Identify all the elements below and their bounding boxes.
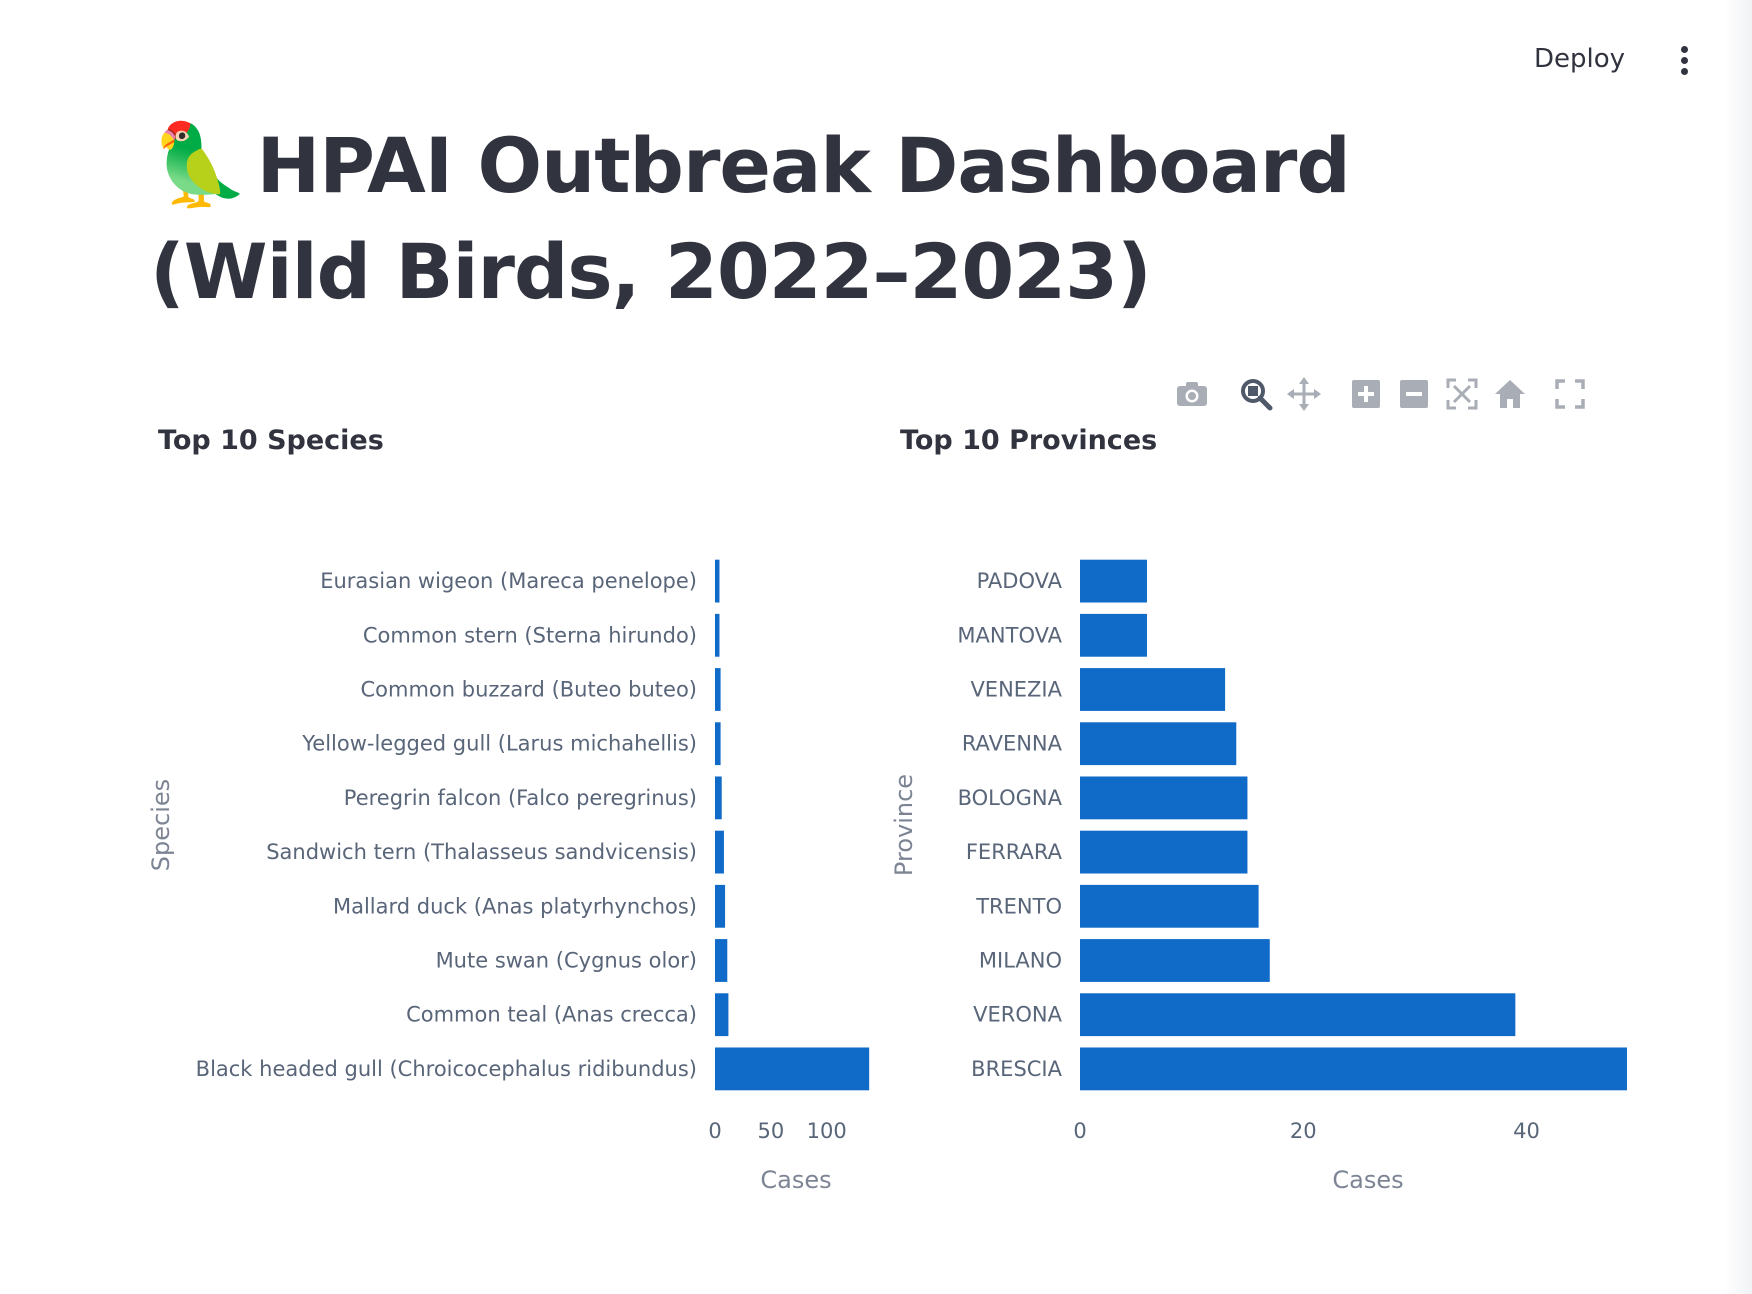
province-x-tick: 40 — [1513, 1119, 1540, 1143]
province-tick-label: TRENTO — [975, 894, 1062, 918]
kebab-menu-icon[interactable] — [1676, 46, 1692, 78]
species-bar[interactable] — [715, 993, 729, 1037]
pan-icon[interactable] — [1286, 376, 1322, 412]
province-bar[interactable] — [1080, 776, 1248, 820]
autoscale-icon[interactable] — [1444, 376, 1480, 412]
zoom-out-icon[interactable] — [1396, 376, 1432, 412]
species-x-axis-title: Cases — [760, 1166, 831, 1194]
province-bar[interactable] — [1080, 613, 1147, 657]
province-tick-label: FERRARA — [966, 840, 1063, 864]
page-title-text: HPAI Outbreak Dashboard (Wild Birds, 202… — [150, 121, 1351, 316]
species-tick-label: Eurasian wigeon (Mareca penelope) — [320, 569, 697, 593]
province-bar[interactable] — [1080, 559, 1147, 603]
province-tick-label: VENEZIA — [970, 678, 1062, 702]
deploy-button[interactable]: Deploy — [1534, 44, 1626, 74]
species-tick-label: Black headed gull (Chroicocephalus ridib… — [196, 1057, 697, 1081]
camera-icon[interactable] — [1174, 376, 1210, 412]
species-bar[interactable] — [715, 830, 724, 874]
species-y-axis-title: Species — [147, 779, 175, 871]
province-tick-label: BOLOGNA — [958, 786, 1063, 810]
province-bar[interactable] — [1080, 1047, 1627, 1091]
species-tick-label: Common stern (Sterna hirundo) — [363, 623, 697, 647]
species-tick-label: Yellow-legged gull (Larus michahellis) — [301, 732, 697, 756]
species-x-tick: 0 — [708, 1119, 721, 1143]
species-x-tick: 50 — [757, 1119, 784, 1143]
province-bar[interactable] — [1080, 830, 1248, 874]
zoom-in-icon[interactable] — [1348, 376, 1384, 412]
chart-modebar — [1168, 376, 1588, 412]
province-bar[interactable] — [1080, 993, 1516, 1037]
zoom-icon[interactable] — [1238, 376, 1274, 412]
species-tick-label: Peregrin falcon (Falco peregrinus) — [344, 786, 697, 810]
province-x-tick: 0 — [1073, 1119, 1086, 1143]
species-bar[interactable] — [715, 668, 721, 711]
species-bar[interactable] — [715, 939, 728, 982]
province-x-tick: 20 — [1290, 1119, 1317, 1143]
province-bar[interactable] — [1080, 668, 1226, 711]
province-tick-label: MILANO — [979, 949, 1062, 973]
species-tick-label: Mute swan (Cygnus olor) — [436, 949, 697, 973]
province-tick-label: RAVENNA — [962, 732, 1063, 756]
province-tick-label: VERONA — [973, 1003, 1062, 1027]
species-bar[interactable] — [715, 722, 721, 766]
species-bar[interactable] — [715, 613, 720, 657]
province-bar[interactable] — [1080, 939, 1270, 982]
province-tick-label: BRESCIA — [971, 1057, 1062, 1081]
reset-axes-icon[interactable] — [1492, 376, 1528, 412]
species-tick-label: Common teal (Anas crecca) — [406, 1003, 697, 1027]
species-bar[interactable] — [715, 559, 720, 603]
species-bar[interactable] — [715, 776, 722, 820]
species-tick-label: Mallard duck (Anas platyrhynchos) — [333, 894, 697, 918]
province-bar[interactable] — [1080, 722, 1237, 766]
species-bar[interactable] — [715, 884, 726, 928]
species-chart-title: Top 10 Species — [158, 425, 384, 456]
province-tick-label: PADOVA — [977, 569, 1063, 593]
species-bar[interactable] — [715, 1047, 870, 1091]
province-y-axis-title: Province — [890, 774, 918, 876]
app-header: Deploy — [0, 0, 1752, 120]
scrollbar-track — [1724, 0, 1752, 1294]
parrot-icon: 🦜 — [150, 118, 250, 211]
province-tick-label: MANTOVA — [957, 623, 1062, 647]
province-x-axis-title: Cases — [1332, 1166, 1403, 1194]
provinces-chart-title: Top 10 Provinces — [900, 425, 1158, 456]
page-title: 🦜 HPAI Outbreak Dashboard (Wild Birds, 20… — [150, 112, 1570, 325]
species-tick-label: Sandwich tern (Thalasseus sandvicensis) — [266, 840, 697, 864]
species-tick-label: Common buzzard (Buteo buteo) — [360, 678, 697, 702]
province-bar[interactable] — [1080, 884, 1259, 928]
fullscreen-icon[interactable] — [1552, 376, 1588, 412]
species-x-tick: 100 — [807, 1119, 847, 1143]
